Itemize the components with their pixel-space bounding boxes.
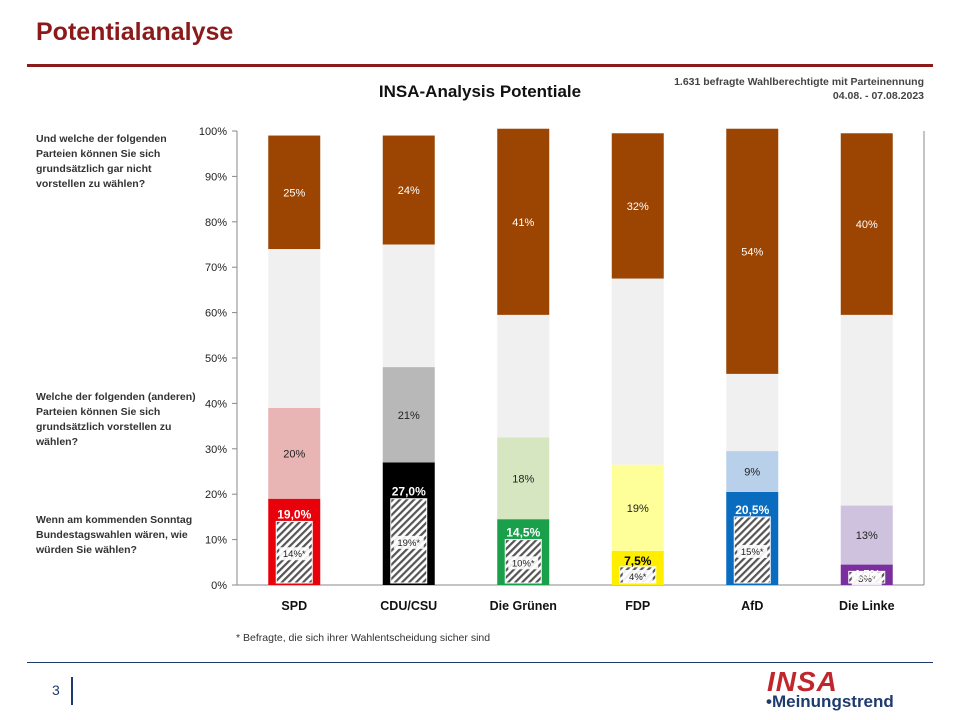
sure-voter-label-bg	[622, 569, 653, 583]
sure-voter-label-bg	[279, 547, 310, 561]
vote-intention-label: 14,5%	[506, 526, 540, 540]
bar-potential	[726, 451, 779, 492]
sure-voter-label-bg	[508, 556, 539, 570]
rejection-label: 24%	[398, 185, 420, 197]
y-tick-label: 70%	[205, 262, 227, 274]
bar-rejection	[382, 135, 435, 245]
bar-potential	[268, 407, 321, 499]
chart-title: INSA-Analysis Potentiale	[378, 82, 582, 101]
title-divider	[27, 64, 933, 67]
footer-divider	[27, 662, 933, 663]
vote-intention-label: 19,0%	[277, 507, 311, 521]
vote-intention-label: 4,5%	[853, 568, 881, 582]
question-rejection: Und welche der folgenden Parteien können…	[36, 133, 167, 190]
bar-potential	[611, 464, 664, 551]
y-tick-label: 80%	[205, 217, 227, 229]
category-label: CDU/CSU	[380, 599, 437, 613]
sure-voter-label-bg	[393, 535, 424, 549]
bar-neutral	[840, 314, 893, 506]
bar-rejection	[268, 135, 321, 250]
rejection-label: 40%	[856, 219, 878, 231]
y-tick-label: 40%	[205, 398, 227, 410]
bar-neutral	[382, 244, 435, 368]
potential-label: 13%	[856, 530, 878, 542]
bar-potential	[382, 367, 435, 463]
bar-neutral	[726, 373, 779, 452]
potential-label: 9%	[744, 467, 760, 479]
category-label: Die Grünen	[490, 599, 557, 613]
y-tick-label: 0%	[211, 580, 227, 592]
page-number: 3	[52, 682, 60, 698]
category-label: SPD	[281, 599, 307, 613]
bar-rejection	[840, 133, 893, 315]
bar-neutral	[611, 278, 664, 465]
bar-potential	[497, 437, 550, 520]
rejection-label: 25%	[283, 187, 305, 199]
bar-rejection	[497, 128, 550, 315]
sure-voter-label: 15%*	[741, 547, 764, 558]
rejection-label: 54%	[741, 246, 763, 258]
logo-bottom-text: •Meinungstrend	[766, 692, 894, 711]
y-tick-label: 60%	[205, 308, 227, 320]
bar-neutral	[497, 314, 550, 438]
source-line-1: 1.631 befragte Wahlberechtigte mit Parte…	[674, 76, 924, 88]
insa-logo: INSA •Meinungstrend	[762, 666, 932, 716]
rejection-label: 32%	[627, 201, 649, 213]
y-tick-label: 20%	[205, 489, 227, 501]
page-number-bar	[71, 677, 73, 705]
y-tick-label: 50%	[205, 353, 227, 365]
sure-voter-label: 10%*	[512, 558, 535, 569]
vote-intention-label: 7,5%	[624, 554, 652, 568]
vote-intention-label: 20,5%	[735, 503, 769, 517]
rejection-label: 41%	[512, 217, 534, 229]
sure-voter-label-bg	[851, 572, 882, 586]
sure-voter-label: 3%*	[858, 574, 876, 585]
potential-label: 18%	[512, 473, 534, 485]
sure-voter-label: 14%*	[283, 549, 306, 560]
logo-top-text: INSA	[767, 666, 838, 697]
bar-rejection	[611, 133, 664, 279]
potential-label: 20%	[283, 448, 305, 460]
sure-voter-label-bg	[737, 544, 768, 558]
y-tick-label: 10%	[205, 535, 227, 547]
bar-potential	[840, 505, 893, 565]
category-label: FDP	[625, 599, 650, 613]
bar-neutral	[268, 249, 321, 408]
source-line-2: 04.08. - 07.08.2023	[832, 90, 924, 102]
sure-voter-label: 19%*	[397, 538, 420, 549]
question-vote-intention: Wenn am kommenden Sonntag Bundestagswahl…	[36, 514, 193, 556]
category-label: Die Linke	[839, 599, 895, 613]
page-title: Potentialanalyse	[36, 18, 234, 46]
y-tick-label: 100%	[199, 126, 227, 138]
bar-rejection	[726, 128, 779, 374]
footnote: * Befragte, die sich ihrer Wahlentscheid…	[236, 632, 491, 644]
y-tick-label: 90%	[205, 171, 227, 183]
question-potential: Welche der folgenden (anderen) Parteien …	[36, 391, 196, 448]
source-note: 1.631 befragte Wahlberechtigte mit Parte…	[560, 75, 924, 103]
sure-voter-label: 4%*	[629, 572, 647, 583]
potential-label: 19%	[627, 503, 649, 515]
category-label: AfD	[741, 599, 763, 613]
vote-intention-label: 27,0%	[392, 485, 426, 499]
y-tick-label: 30%	[205, 444, 227, 456]
potential-label: 21%	[398, 410, 420, 422]
